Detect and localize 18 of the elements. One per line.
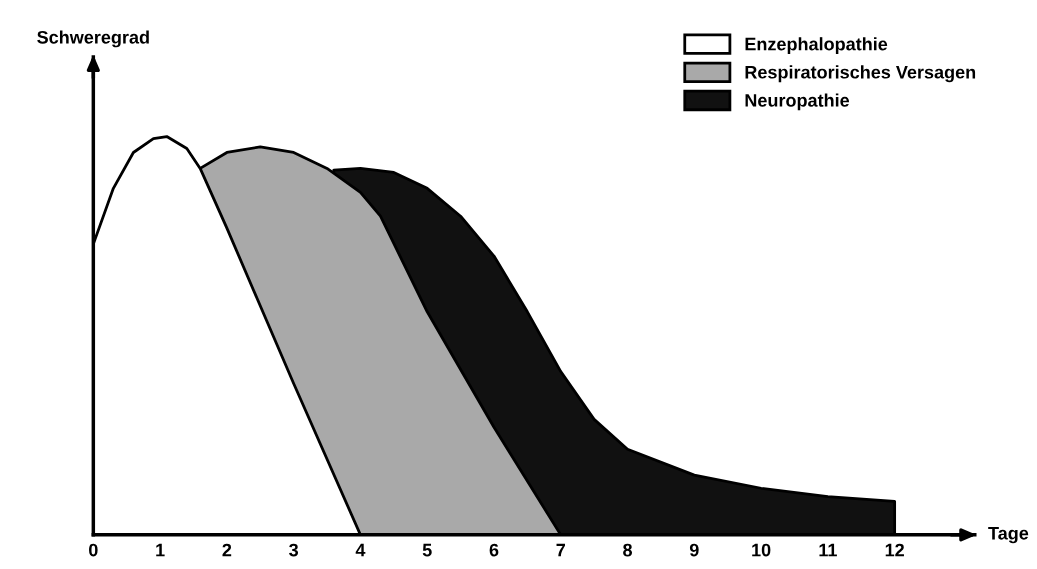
legend-label: Neuropathie bbox=[745, 93, 850, 111]
x-tick-label: 8 bbox=[623, 543, 633, 557]
x-tick-label: 2 bbox=[222, 543, 232, 557]
x-axis-title: Tage bbox=[988, 527, 1029, 544]
x-tick-label: 0 bbox=[89, 543, 98, 557]
x-tick-label: 12 bbox=[885, 543, 904, 557]
legend-label: Enzephalopathie bbox=[745, 37, 888, 55]
x-tick-label: 9 bbox=[689, 543, 699, 557]
x-tick-label: 11 bbox=[819, 543, 837, 557]
y-axis-title: Schweregrad bbox=[37, 30, 149, 48]
x-tick-label: 4 bbox=[355, 543, 366, 557]
x-tick-label: 6 bbox=[489, 543, 499, 557]
x-tick-label: 7 bbox=[556, 543, 565, 557]
x-tick-label: 5 bbox=[422, 543, 432, 557]
legend-label: Respiratorisches Versagen bbox=[745, 65, 976, 83]
x-tick-label: 1 bbox=[156, 543, 165, 557]
x-tick-label: 10 bbox=[752, 543, 771, 557]
x-tick-label: 3 bbox=[289, 543, 299, 557]
